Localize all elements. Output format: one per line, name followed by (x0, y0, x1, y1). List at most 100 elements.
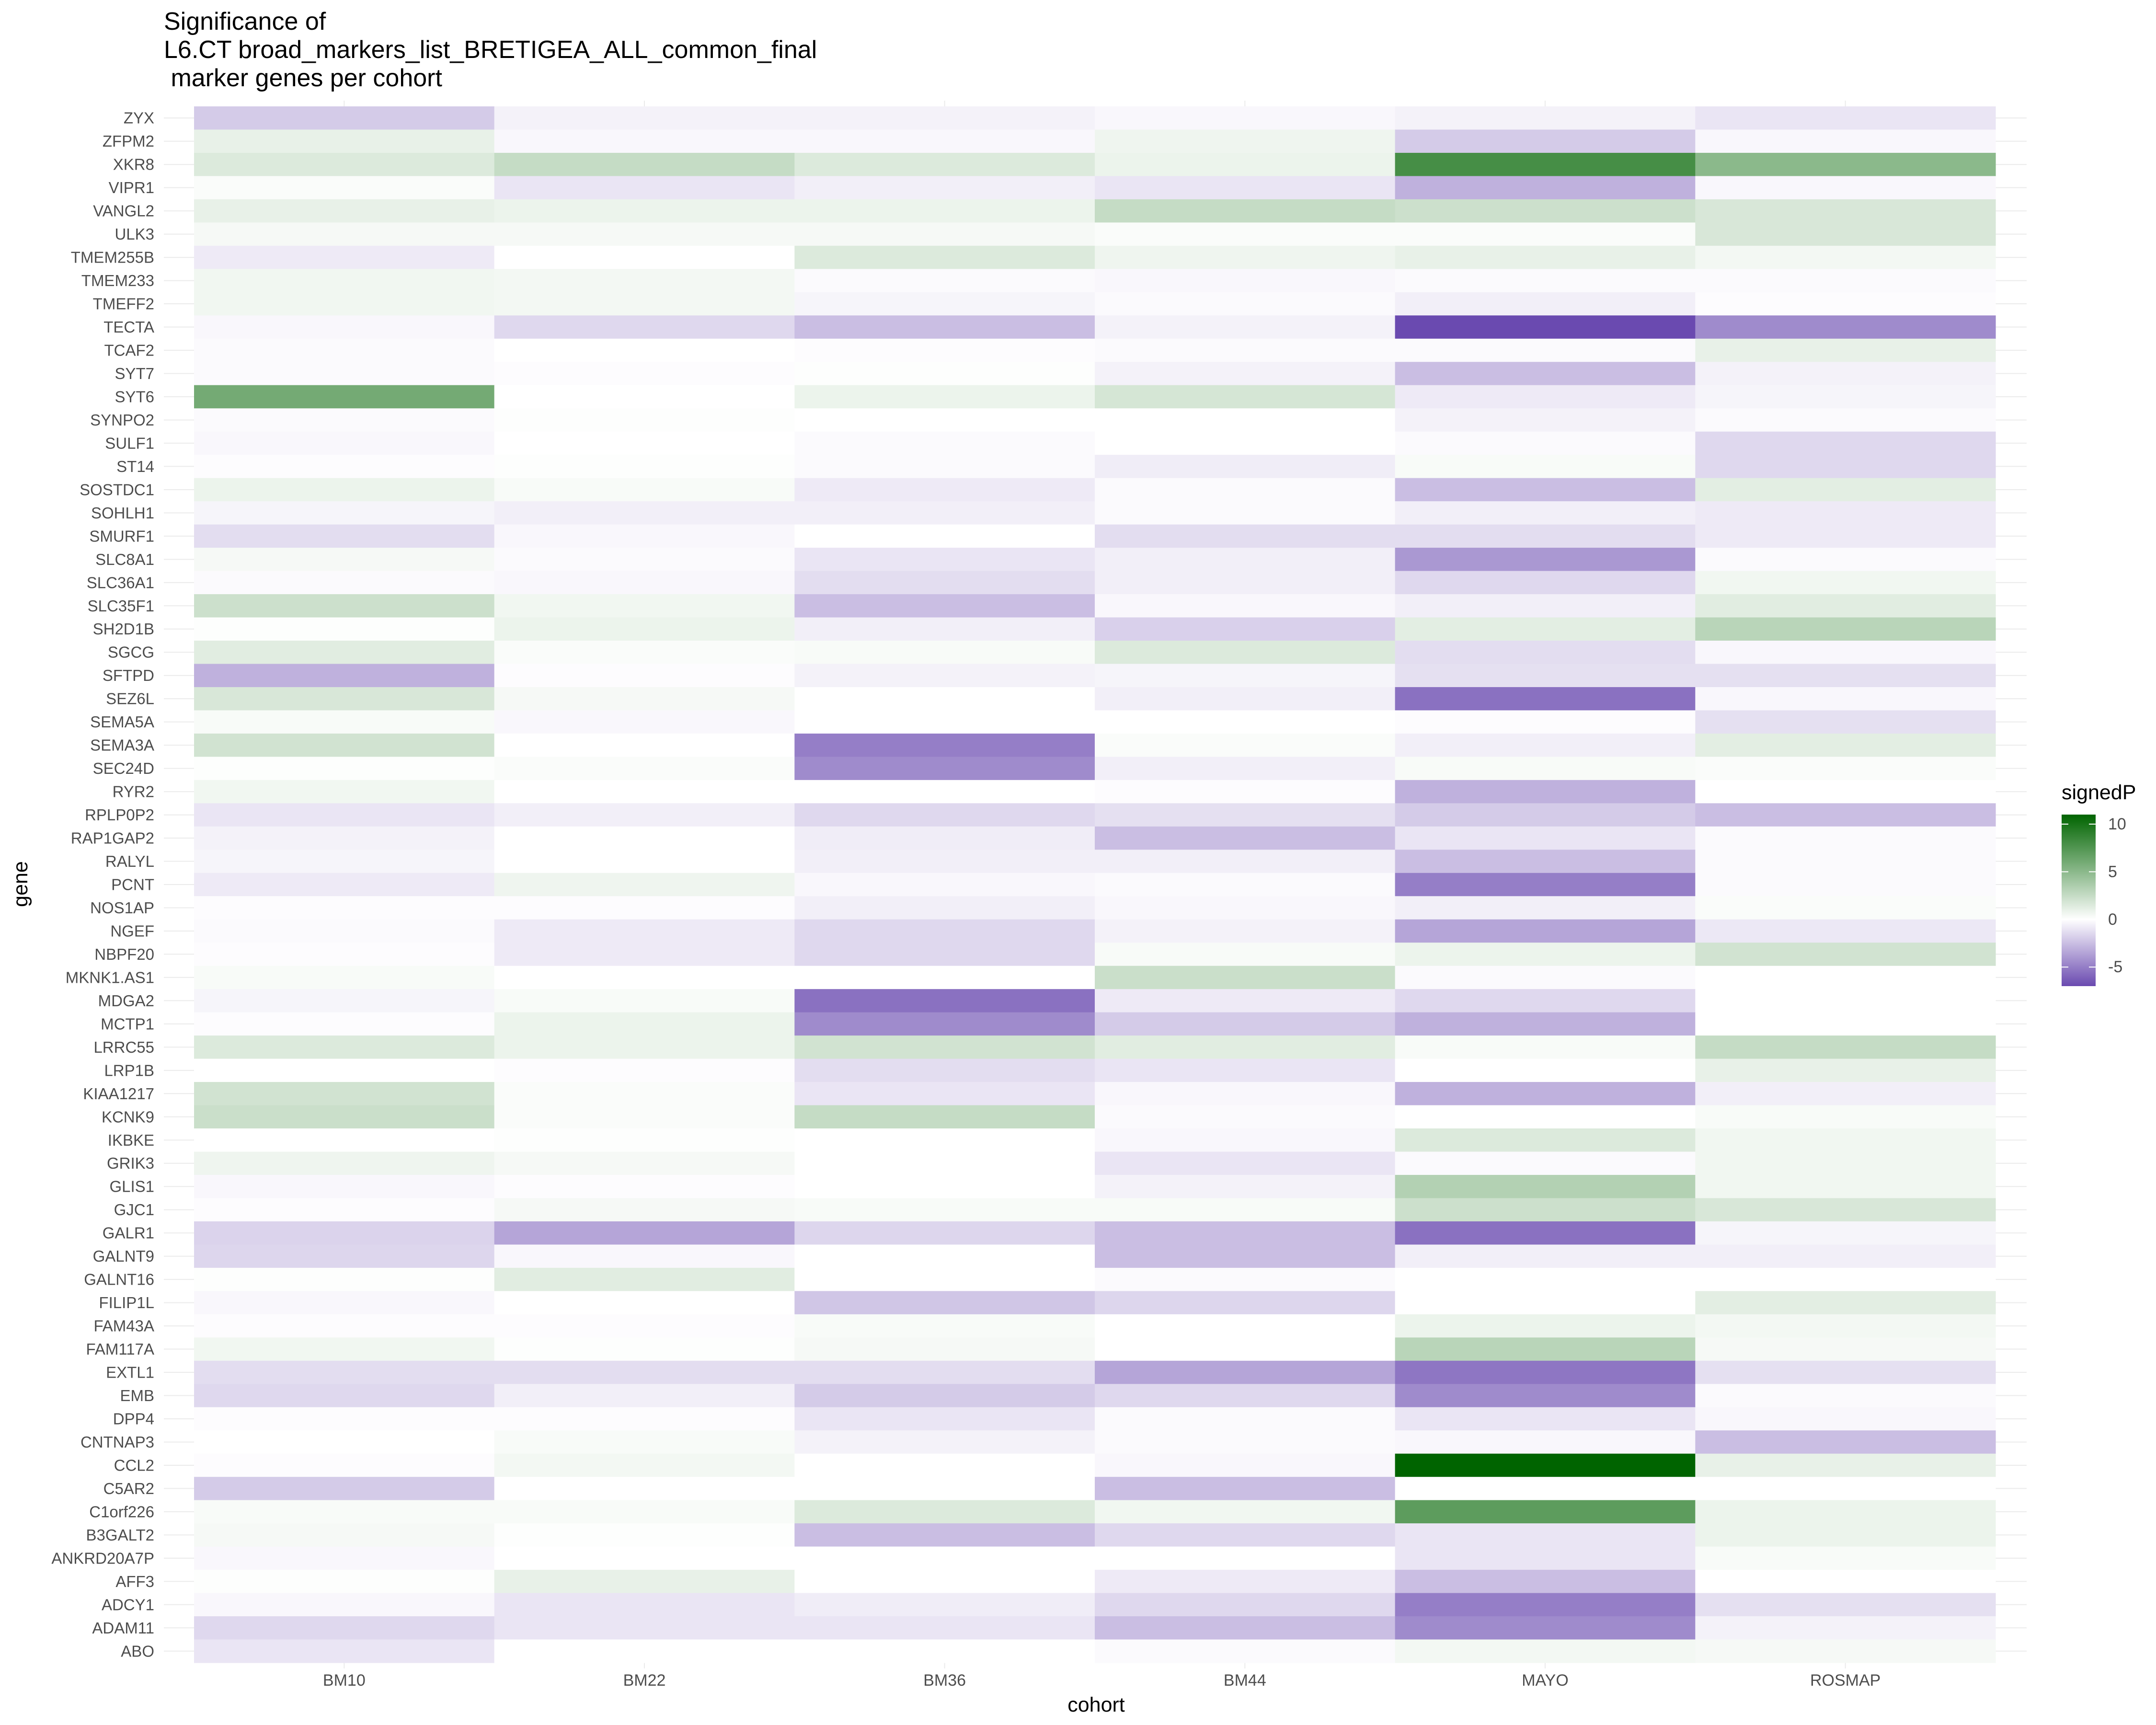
heatmap-cell (794, 1221, 1095, 1245)
heatmap-cell (194, 1244, 495, 1268)
y-tick-label: SLC36A1 (87, 574, 154, 591)
heatmap-cell (794, 362, 1095, 386)
y-tick-label: RPLP0P2 (85, 806, 154, 824)
chart-title-line-2: L6.CT broad_markers_list_BRETIGEA_ALL_co… (164, 36, 817, 64)
heatmap-cell (1395, 1267, 1696, 1291)
heatmap-cell (1095, 710, 1396, 734)
heatmap-cell (1695, 1082, 1996, 1106)
heatmap-cell (1095, 1198, 1396, 1222)
heatmap-cell (194, 222, 495, 246)
heatmap-cell (194, 1616, 495, 1640)
heatmap-cell (1095, 664, 1396, 688)
heatmap-cell (794, 803, 1095, 827)
heatmap-cell (1695, 757, 1996, 781)
heatmap-cell (494, 1128, 795, 1152)
heatmap-cell (1395, 1012, 1696, 1036)
heatmap-cell (1695, 1407, 1996, 1431)
heatmap-cell (494, 1082, 795, 1106)
heatmap-cell (194, 733, 495, 757)
heatmap-cell (1695, 1012, 1996, 1036)
heatmap-cell (1395, 1407, 1696, 1431)
heatmap-cell (1695, 1267, 1996, 1291)
y-tick-label: SYNPO2 (90, 411, 154, 429)
heatmap-cell (1095, 1221, 1396, 1245)
heatmap-cell (794, 1616, 1095, 1640)
y-tick-label: RALYL (105, 852, 154, 870)
heatmap-cell (1395, 478, 1696, 502)
y-tick-label: SEZ6L (106, 690, 154, 708)
heatmap-cell (494, 501, 795, 525)
heatmap-cell (194, 1593, 495, 1617)
heatmap-cell (794, 1639, 1095, 1663)
heatmap-cell (1095, 803, 1396, 827)
heatmap-cell (494, 803, 795, 827)
heatmap-cell (494, 1244, 795, 1268)
heatmap-cell (794, 757, 1095, 781)
heatmap-cell (1095, 896, 1396, 920)
heatmap-cell (1695, 919, 1996, 943)
heatmap-cell (1695, 408, 1996, 432)
heatmap-cell (1095, 1058, 1396, 1082)
heatmap-cell (794, 1477, 1095, 1501)
heatmap-cell (194, 1314, 495, 1338)
y-tick-label: SGCG (108, 644, 154, 661)
legend-title: signedP (2062, 781, 2136, 804)
heatmap-cell (494, 733, 795, 757)
heatmap-cell (1095, 687, 1396, 711)
heatmap-cell (1395, 943, 1696, 966)
y-tick-label: TMEM233 (81, 272, 154, 289)
heatmap-cell (794, 1291, 1095, 1315)
heatmap-cell (794, 269, 1095, 293)
heatmap-cell (1095, 222, 1396, 246)
heatmap-cell (494, 1477, 795, 1501)
heatmap-cell (1095, 1105, 1396, 1129)
heatmap-cell (494, 1360, 795, 1384)
y-tick-label: SEMA5A (90, 713, 154, 731)
heatmap-cell (494, 176, 795, 200)
y-tick-label: KIAA1217 (83, 1085, 154, 1103)
y-tick-label: MCTP1 (101, 1015, 154, 1033)
heatmap-cell (1095, 1314, 1396, 1338)
y-tick-label: EXTL1 (106, 1364, 154, 1381)
heatmap-cell (1395, 1291, 1696, 1315)
heatmap-cell (1695, 1035, 1996, 1059)
chart-title: Significance of L6.CT broad_markers_list… (164, 8, 817, 92)
heatmap-cell (1695, 664, 1996, 688)
heatmap-cell (794, 664, 1095, 688)
heatmap-cell (794, 222, 1095, 246)
legend-tick-label: 10 (2108, 815, 2126, 833)
heatmap-cell (794, 640, 1095, 665)
heatmap-cell (1695, 1198, 1996, 1222)
heatmap-cell (1695, 1314, 1996, 1338)
heatmap-cell (1395, 1546, 1696, 1570)
heatmap-cell (1395, 710, 1696, 734)
heatmap-cell (1095, 315, 1396, 339)
heatmap-cell (1395, 1058, 1696, 1082)
heatmap-cell (494, 269, 795, 293)
heatmap-cell (494, 1523, 795, 1547)
heatmap-cell (794, 1337, 1095, 1361)
heatmap-cell (194, 1221, 495, 1245)
heatmap-cell (194, 687, 495, 711)
heatmap-cell (194, 873, 495, 897)
heatmap-cell (1395, 431, 1696, 455)
heatmap-cell (794, 1105, 1095, 1129)
heatmap-cell (194, 292, 495, 316)
y-tick-label: NGEF (110, 922, 154, 940)
heatmap-cell (194, 1012, 495, 1036)
heatmap-cell (1395, 1477, 1696, 1501)
heatmap-cell (794, 1500, 1095, 1524)
heatmap-cell (1395, 1384, 1696, 1408)
heatmap-cell (1395, 1314, 1696, 1338)
heatmap-cell (1095, 1407, 1396, 1431)
heatmap-cell (794, 1082, 1095, 1106)
heatmap-cell (194, 896, 495, 920)
heatmap-cell (1095, 1523, 1396, 1547)
heatmap-cell (194, 269, 495, 293)
heatmap-cell (1095, 1082, 1396, 1106)
heatmap-cell (194, 943, 495, 966)
y-tick-label: MKNK1.AS1 (66, 968, 154, 986)
heatmap-cell (1395, 385, 1696, 409)
heatmap-cell (1395, 664, 1696, 688)
heatmap-cell (494, 850, 795, 874)
